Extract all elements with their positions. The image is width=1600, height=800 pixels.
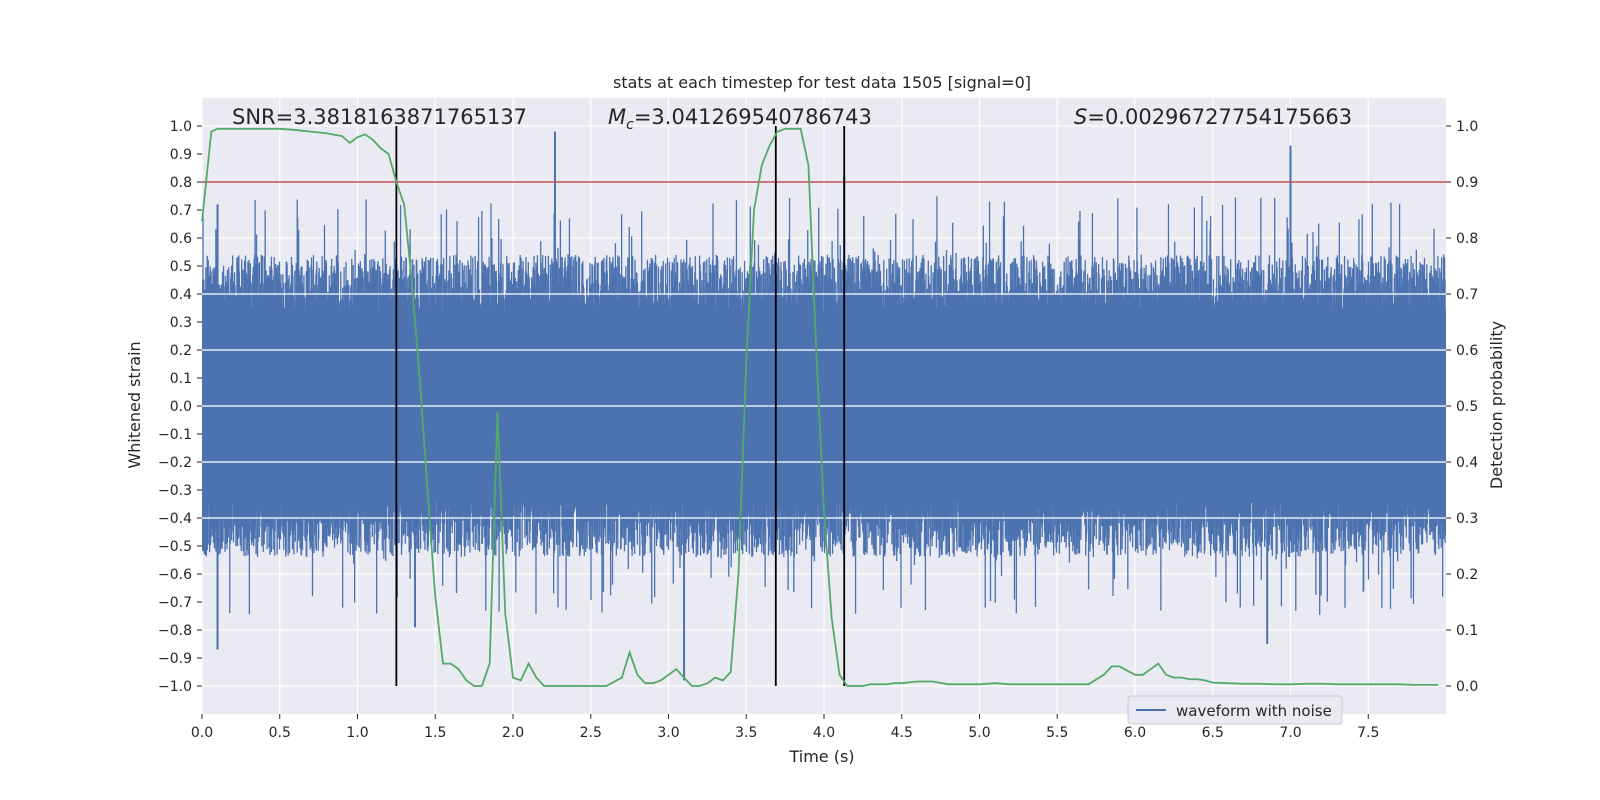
y-tick-label: 0.3: [170, 315, 192, 331]
x-tick-label: 0.5: [269, 725, 291, 741]
y2-tick-label: 0.0: [1456, 679, 1478, 695]
legend-waveform-label: waveform with noise: [1176, 702, 1332, 720]
y-tick-label: −0.3: [158, 483, 192, 499]
y2-tick-label: 0.6: [1456, 343, 1478, 359]
probability-line: [201, 127, 1439, 687]
y2-axis-label: Detection probability: [1487, 321, 1506, 489]
y-axis-label: Whitened strain: [125, 341, 144, 468]
y-tick-label: −0.2: [158, 455, 192, 471]
y2-tick-label: 1.0: [1456, 119, 1478, 135]
y-tick-label: −0.1: [158, 427, 192, 443]
x-tick-label: 2.5: [580, 725, 602, 741]
x-tick-label: 6.0: [1124, 725, 1146, 741]
y2-tick-label: 0.3: [1456, 511, 1478, 527]
s-value: =0.00296727754175663: [1087, 105, 1352, 129]
y2-tick-label: 0.1: [1456, 623, 1478, 639]
y-tick-label: 0.9: [170, 147, 192, 163]
snr-annotation: SNR=3.3818163871765137: [232, 105, 527, 129]
x-tick-label: 7.5: [1357, 725, 1379, 741]
y-tick-label: 0.8: [170, 175, 192, 191]
y-tick-label: −0.4: [158, 511, 192, 527]
x-tick-label: 3.5: [735, 725, 757, 741]
x-tick-label: 4.5: [891, 725, 913, 741]
y-tick-label: 0.0: [170, 399, 192, 415]
x-tick-label: 5.5: [1046, 725, 1068, 741]
s-annotation: S=0.00296727754175663: [1074, 105, 1352, 129]
y-tick-label: 0.7: [170, 203, 192, 219]
x-tick-label: 1.0: [346, 725, 368, 741]
x-axis-label: Time (s): [788, 747, 854, 766]
y-tick-label: 1.0: [170, 119, 192, 135]
x-tick-label: 0.0: [191, 725, 213, 741]
legend: waveform with noise: [1127, 695, 1343, 725]
y2-tick-label: 0.7: [1456, 287, 1478, 303]
x-tick-label: 7.0: [1279, 725, 1301, 741]
y-tick-label: −0.7: [158, 595, 192, 611]
y2-tick-label: 0.9: [1456, 175, 1478, 191]
x-tick-label: 2.0: [502, 725, 524, 741]
y-tick-label: 0.6: [170, 231, 192, 247]
chirp-mass-annotation: Mc=3.041269540786743: [608, 105, 872, 133]
waveform-series: [202, 131, 1446, 681]
x-tick-label: 6.5: [1202, 725, 1224, 741]
chirp-mass-value: =3.041269540786743: [634, 105, 872, 129]
chirp-mass-symbol: M: [608, 105, 626, 129]
y-tick-label: 0.2: [170, 343, 192, 359]
vertical-markers: [395, 126, 846, 686]
y-tick-label: −0.8: [158, 623, 192, 639]
y-tick-label: 0.5: [170, 259, 192, 275]
probability-series: [201, 127, 1439, 687]
x-tick-label: 3.0: [657, 725, 679, 741]
y-tick-label: 0.4: [170, 287, 192, 303]
y-tick-label: 0.1: [170, 371, 192, 387]
legend-box: [1127, 695, 1343, 725]
axes: 0.0 0.5 1.0 1.5 2.0 2.5 3.0 3.5 4.0 4.5 5.0 5.5 6.0 6…: [158, 119, 1478, 741]
y2-tick-label: 0.2: [1456, 567, 1478, 583]
chirp-mass-subscript: c: [626, 117, 634, 133]
y2-tick-label: 0.8: [1456, 231, 1478, 247]
y2-tick-label: 0.5: [1456, 399, 1478, 415]
s-symbol: S: [1074, 105, 1087, 129]
chart-title: stats at each timestep for test data 150…: [613, 73, 1031, 92]
x-tick-label: 4.0: [813, 725, 835, 741]
y-tick-label: −0.9: [158, 651, 192, 667]
y-tick-label: −0.6: [158, 567, 192, 583]
y-tick-label: −1.0: [158, 679, 192, 695]
x-tick-label: 1.5: [424, 725, 446, 741]
y-tick-label: −0.5: [158, 539, 192, 555]
y2-tick-label: 0.4: [1456, 455, 1478, 471]
x-tick-label: 5.0: [968, 725, 990, 741]
